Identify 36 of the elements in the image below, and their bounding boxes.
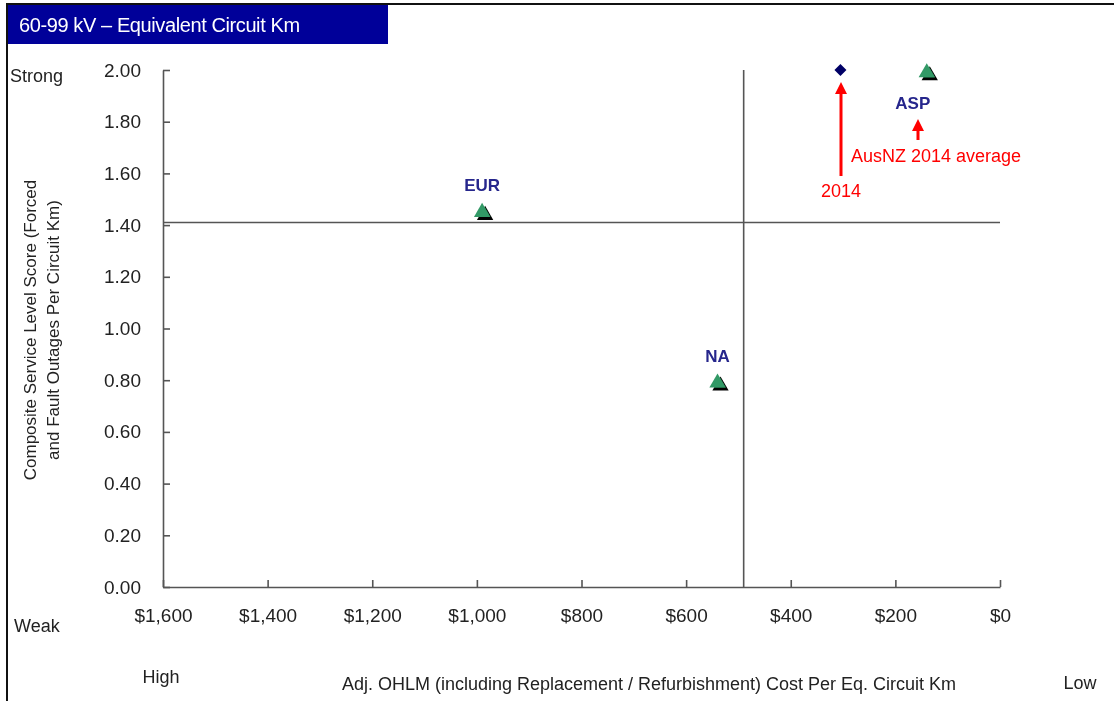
text: Weak [14,616,61,636]
point [834,64,847,76]
x-tick-label: $400 [770,605,813,627]
y-axis-title: Composite Service Level Score (Forced and Fault Outages Per Circuit Km) [21,179,63,481]
y-tick-label: 0.20 [104,524,141,546]
point [918,63,935,78]
x-axis-title: Adj. OHLM (including Replacement / Refurbishment) Cost Per Eq. Circuit Km [341,674,957,694]
series-label: ASP [895,93,931,113]
point [473,202,491,217]
x-tick-label: $800 [560,605,604,627]
y-tick-label: 1.00 [104,318,141,340]
text: Low [1063,673,1098,693]
text: High [142,667,180,687]
x-tick-label: $1,600 [134,605,193,627]
y-tick-label: 0.40 [104,473,141,495]
y-tick-label: 1.20 [104,266,141,288]
y-tick-label: 1.40 [104,214,141,236]
annotation: 2014 [820,181,862,201]
annotation: AusNZ 2014 average [851,146,1022,166]
y-tick-label: 0.80 [104,369,141,391]
y-tick-label: 0.60 [104,421,141,443]
x-tick-label: $0 [989,605,1012,627]
y-tick-label: 1.60 [104,162,141,184]
x-tick-label: $600 [665,605,708,627]
x-tick-label: $200 [874,605,918,627]
series-label: NA [705,346,730,366]
x-tick-label: $1,400 [239,605,298,627]
y-tick-label: 0.00 [104,576,141,598]
text: Strong [10,66,64,86]
point [709,373,726,388]
series-label: EUR [464,176,501,196]
x-tick-label: $1,200 [343,605,402,627]
y-tick-label: 1.80 [104,111,141,133]
chart-title: 60-99 kV – Equivalent Circuit Km [19,14,300,36]
y-tick-label: 2.00 [104,59,141,81]
x-tick-label: $1,000 [448,605,507,627]
